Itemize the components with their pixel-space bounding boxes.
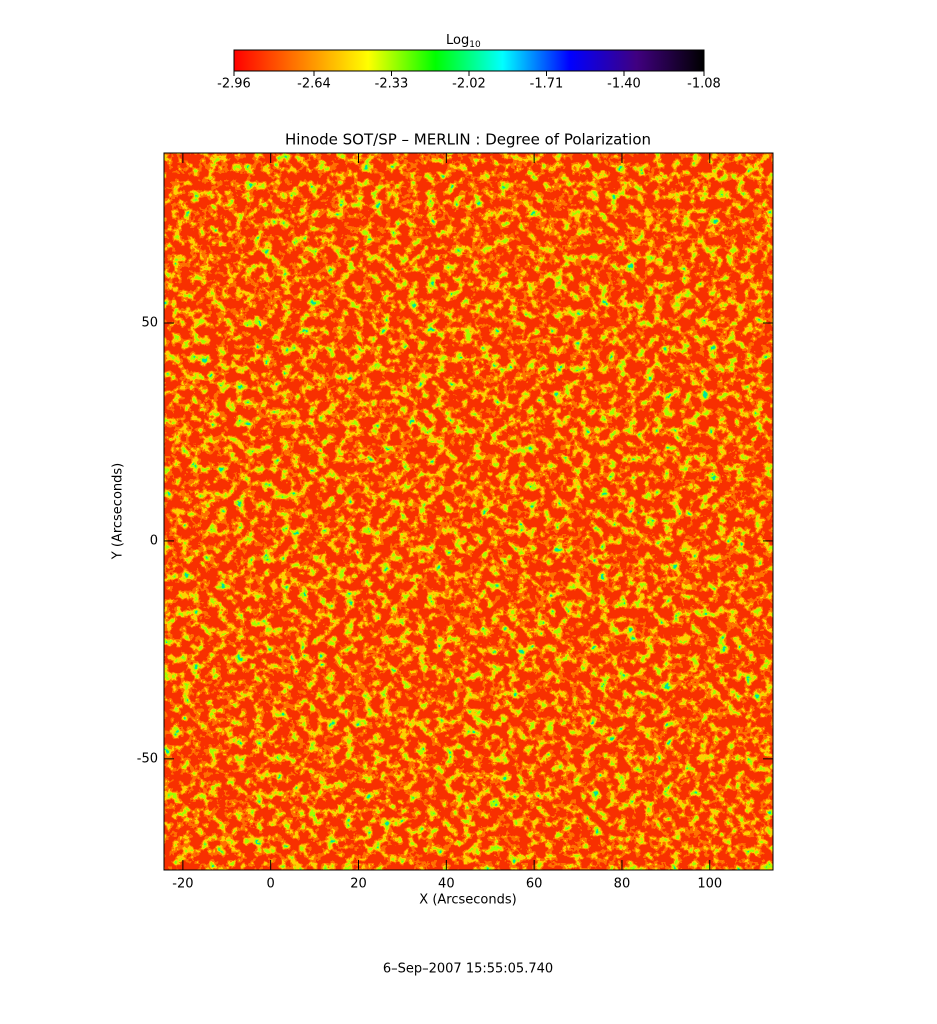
chart-title: Hinode SOT/SP – MERLIN : Degree of Polar… [285,131,651,149]
colorbar-label-main: Log [446,33,469,48]
footer-date: 6–Sep–2007 15:55:05.740 [383,962,553,977]
x-tick-label: 40 [438,877,455,892]
x-tick-label: -20 [172,877,193,892]
colorbar-tick-label: -2.02 [452,77,486,92]
y-axis-label: Y (Arcseconds) [111,463,126,560]
colorbar-tick-label: -2.96 [217,77,251,92]
x-axis-label: X (Arcseconds) [419,893,516,908]
colorbar-tick-label: -1.08 [687,77,721,92]
plot-frame [163,152,774,871]
x-tick-label: 20 [350,877,367,892]
colorbar-tick-label: -1.71 [530,77,564,92]
heatmap-texture [164,153,773,870]
y-tick-label: 0 [150,533,158,548]
x-tick-label: 80 [614,877,631,892]
colorbar [233,49,705,72]
colorbar-tick-label: -1.40 [607,77,641,92]
x-tick-label: 0 [267,877,275,892]
x-tick-label: 100 [697,877,722,892]
y-tick-label: 50 [141,315,158,330]
y-tick-label: -50 [137,751,158,766]
x-tick-label: 60 [526,877,543,892]
colorbar-tick-label: -2.64 [297,77,331,92]
colorbar-tick-label: -2.33 [375,77,409,92]
colorbar-label: Log10 [446,33,481,50]
colorbar-label-sub: 10 [469,40,481,50]
